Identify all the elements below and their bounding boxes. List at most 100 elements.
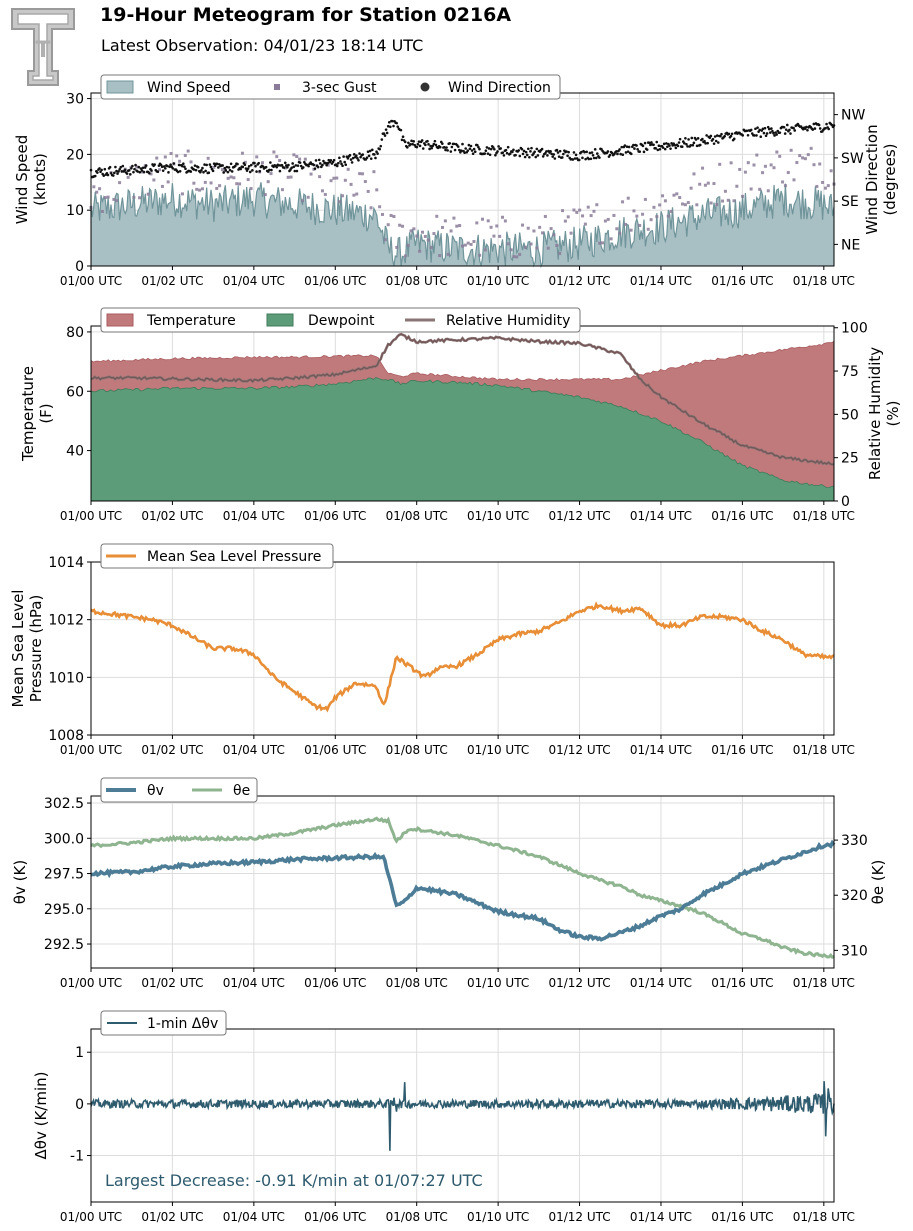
wind-direction-marker xyxy=(182,162,185,166)
wind-direction-marker xyxy=(518,154,522,158)
x-tick-label: 01/08 UTC xyxy=(386,976,448,990)
wind-direction-marker xyxy=(506,145,510,149)
x-tick-label: 01/04 UTC xyxy=(223,976,285,990)
wind-direction-marker xyxy=(426,139,429,143)
gust-marker xyxy=(761,171,765,175)
x-tick-label: 01/02 UTC xyxy=(141,976,203,990)
gust-marker xyxy=(543,214,547,218)
x-tick-label: 01/10 UTC xyxy=(467,1210,529,1224)
gust-marker xyxy=(815,184,819,188)
wind-direction-marker xyxy=(164,167,167,170)
y-tick-label: 40 xyxy=(66,444,84,460)
wind-direction-marker xyxy=(670,142,673,145)
gust-marker xyxy=(263,193,267,197)
gust-marker xyxy=(392,215,396,219)
wind-direction-marker xyxy=(166,164,169,168)
wind-direction-marker xyxy=(732,137,736,141)
wind-direction-marker xyxy=(793,129,797,132)
gust-marker xyxy=(238,182,242,186)
wind-direction-marker xyxy=(341,164,344,168)
y-axis-title: Δθv (K/min) xyxy=(32,1072,50,1160)
wind-direction-marker xyxy=(312,163,316,167)
wind-direction-marker xyxy=(407,141,410,145)
wind-direction-marker xyxy=(723,134,726,138)
legend-label: θe xyxy=(233,783,250,799)
wind-direction-marker xyxy=(486,152,490,155)
gust-marker xyxy=(649,218,653,222)
gust-marker xyxy=(483,248,487,252)
gust-marker xyxy=(535,246,539,250)
wind-direction-marker xyxy=(283,161,287,165)
wind-direction-marker xyxy=(460,149,463,152)
gust-marker xyxy=(440,225,444,229)
page-title: 19-Hour Meteogram for Station 0216A xyxy=(100,4,512,26)
gust-marker xyxy=(178,159,182,163)
x-tick-label: 01/12 UTC xyxy=(548,1210,610,1224)
wind-direction-marker xyxy=(370,148,374,152)
gust-marker xyxy=(100,209,104,213)
wind-direction-marker xyxy=(598,156,601,159)
y-tick-label: 300.0 xyxy=(44,831,84,847)
gust-marker xyxy=(603,219,607,223)
y-tick-label: 1010 xyxy=(48,670,84,686)
gust-marker xyxy=(435,214,439,218)
wind-direction-marker xyxy=(400,138,404,142)
wind-direction-marker xyxy=(471,152,475,156)
wind-direction-marker xyxy=(430,146,434,150)
wind-direction-marker xyxy=(204,169,207,173)
wind-direction-marker xyxy=(456,145,460,148)
wind-direction-marker xyxy=(594,156,598,160)
wind-direction-marker xyxy=(494,153,497,157)
wind-direction-marker xyxy=(818,127,822,130)
wind-direction-marker xyxy=(108,165,112,169)
wind-direction-marker xyxy=(746,133,750,137)
wind-direction-marker xyxy=(536,154,540,157)
wind-direction-marker xyxy=(429,144,432,148)
gust-marker xyxy=(352,193,356,197)
wind-direction-marker xyxy=(553,157,557,160)
gust-marker xyxy=(463,243,467,247)
gust-marker xyxy=(583,222,587,226)
wind-direction-marker xyxy=(355,154,358,158)
wind-direction-marker xyxy=(383,134,387,137)
y-tick-label: 0 xyxy=(75,259,84,275)
gust-marker xyxy=(638,223,642,227)
wind-direction-marker xyxy=(499,147,503,150)
gust-marker xyxy=(806,153,810,157)
wind-direction-marker xyxy=(434,143,438,147)
wind-direction-marker xyxy=(468,147,472,151)
wind-direction-marker xyxy=(827,127,830,131)
wind-direction-marker xyxy=(257,161,261,165)
wind-direction-marker xyxy=(255,170,258,173)
wind-direction-marker xyxy=(784,128,788,131)
gust-marker xyxy=(612,213,616,217)
wind-direction-marker xyxy=(385,131,389,135)
wind-direction-marker xyxy=(207,171,211,175)
wind-direction-marker xyxy=(270,168,273,172)
gust-marker xyxy=(189,160,193,164)
y2-tick-label: 75 xyxy=(841,364,859,380)
wind-direction-marker xyxy=(581,156,584,160)
gust-marker xyxy=(158,168,162,172)
wind-direction-marker xyxy=(593,148,597,151)
x-tick-label: 01/06 UTC xyxy=(304,976,366,990)
wind-direction-marker xyxy=(209,165,213,169)
wind-direction-marker xyxy=(389,125,392,129)
wind-direction-marker xyxy=(141,166,145,170)
gust-marker xyxy=(363,180,367,184)
wind-direction-marker xyxy=(229,162,233,166)
gust-marker xyxy=(395,245,399,249)
wind-direction-marker xyxy=(365,156,369,159)
wind-direction-marker xyxy=(406,146,409,149)
gust-marker xyxy=(318,175,322,179)
wind-direction-marker xyxy=(452,142,456,146)
wind-direction-marker xyxy=(205,163,208,167)
gust-marker xyxy=(366,189,370,193)
wind-direction-marker xyxy=(676,144,680,148)
wind-direction-marker xyxy=(286,165,289,169)
gust-marker xyxy=(709,201,713,205)
wind-direction-marker xyxy=(177,163,181,167)
gust-marker xyxy=(812,163,816,167)
wind-direction-marker xyxy=(148,171,151,175)
x-tick-label: 01/12 UTC xyxy=(548,274,610,288)
